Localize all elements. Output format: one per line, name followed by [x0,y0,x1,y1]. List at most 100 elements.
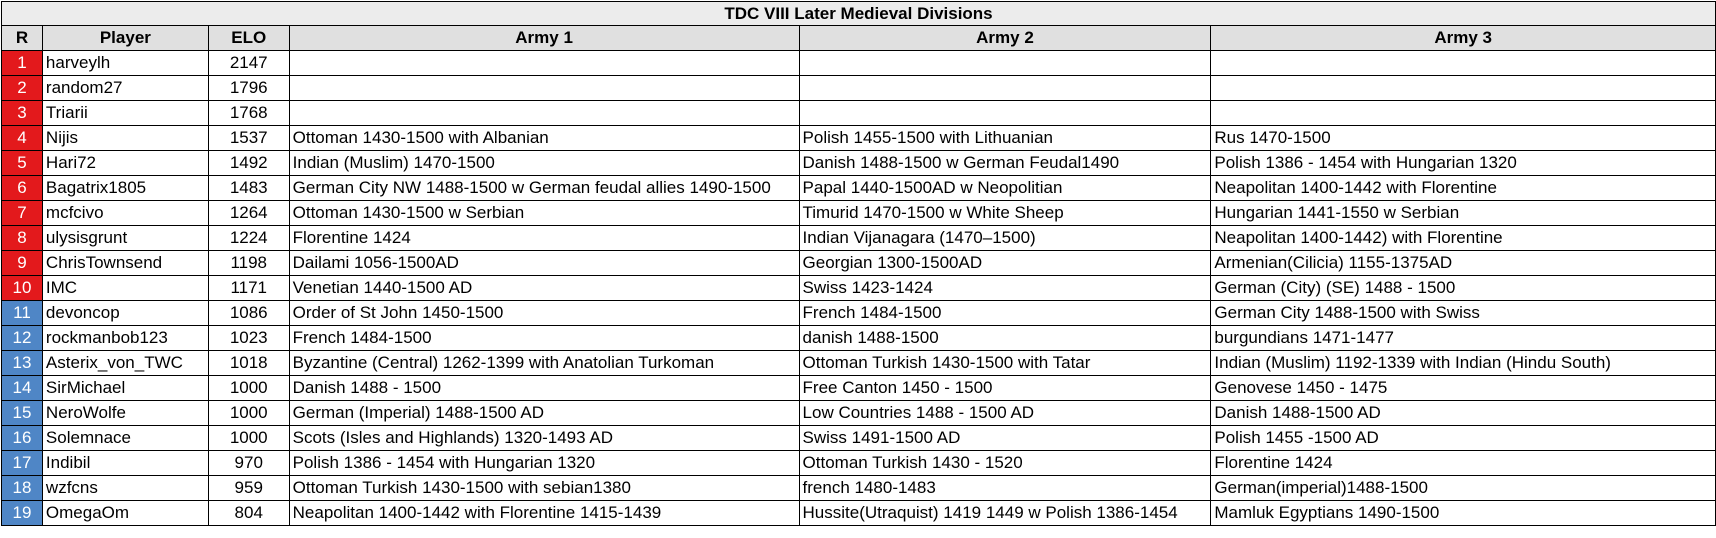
player-cell: ulysisgrunt [41,225,209,251]
army-3-cell: Danish 1488-1500 AD [1210,400,1716,426]
table-row: 11 devoncop 1086 Order of St John 1450-1500… [1,300,1716,326]
table-body: 1 harveylh 2147 2 random27 1796 3 Triarii 1768 4 N… [1,50,1716,526]
army-2-cell: Polish 1455-1500 with Lithuanian [798,125,1212,151]
table-row: 17 Indibil 970 Polish 1386 - 1454 with Hung… [1,450,1716,476]
army-3-cell [1210,50,1716,76]
army-2-cell: Free Canton 1450 - 1500 [798,375,1212,401]
army-1-cell: Neapolitan 1400-1442 with Florentine 141… [288,500,800,526]
army-1-cell: Polish 1386 - 1454 with Hungarian 1320 [288,450,800,476]
army-3-cell: Mamluk Egyptians 1490-1500 [1210,500,1716,526]
rank-cell: 15 [1,400,43,426]
header-army-2: Army 2 [798,25,1212,51]
title-row: TDC VIII Later Medieval Divisions [1,1,1716,26]
army-3-cell: German (City) (SE) 1488 - 1500 [1210,275,1716,301]
table-row: 3 Triarii 1768 [1,100,1716,126]
elo-cell: 1000 [207,400,290,426]
table-row: 8 ulysisgrunt 1224 Florentine 1424 Indian Vi… [1,225,1716,251]
army-3-cell [1210,100,1716,126]
army-3-cell: Polish 1455 -1500 AD [1210,425,1716,451]
rank-cell: 12 [1,325,43,351]
army-3-cell: Neapolitan 1400-1442 with Florentine [1210,175,1716,201]
elo-cell: 1224 [207,225,290,251]
rank-cell: 2 [1,75,43,101]
elo-cell: 2147 [207,50,290,76]
elo-cell: 1492 [207,150,290,176]
rank-cell: 9 [1,250,43,276]
header-army-3: Army 3 [1210,25,1716,51]
army-1-cell: Scots (Isles and Highlands) 1320-1493 AD [288,425,800,451]
header-rank: R [1,25,43,51]
table-row: 10 IMC 1171 Venetian 1440-1500 AD Swiss 1423… [1,275,1716,301]
player-cell: Indibil [41,450,209,476]
player-cell: Asterix_von_TWC [41,350,209,376]
elo-cell: 1023 [207,325,290,351]
rank-cell: 10 [1,275,43,301]
army-1-cell [288,100,800,126]
army-1-cell: German (Imperial) 1488-1500 AD [288,400,800,426]
elo-cell: 1000 [207,425,290,451]
rank-cell: 6 [1,175,43,201]
elo-cell: 1483 [207,175,290,201]
army-1-cell: Ottoman 1430-1500 with Albanian [288,125,800,151]
player-cell: wzfcns [41,475,209,501]
elo-cell: 1018 [207,350,290,376]
army-1-cell: Ottoman 1430-1500 w Serbian [288,200,800,226]
table-row: 9 ChrisTownsend 1198 Dailami 1056-1500AD Geo… [1,250,1716,276]
player-cell: Hari72 [41,150,209,176]
header-army-1: Army 1 [288,25,800,51]
army-2-cell: Low Countries 1488 - 1500 AD [798,400,1212,426]
army-3-cell: Neapolitan 1400-1442) with Florentine [1210,225,1716,251]
army-2-cell [798,100,1212,126]
elo-cell: 1171 [207,275,290,301]
rank-cell: 7 [1,200,43,226]
player-cell: Solemnace [41,425,209,451]
rank-cell: 13 [1,350,43,376]
table-row: 2 random27 1796 [1,75,1716,101]
table-row: 13 Asterix_von_TWC 1018 Byzantine (Central)… [1,350,1716,376]
army-2-cell: french 1480-1483 [798,475,1212,501]
rank-cell: 19 [1,500,43,526]
army-3-cell: Genovese 1450 - 1475 [1210,375,1716,401]
header-player: Player [41,25,209,51]
army-1-cell: French 1484-1500 [288,325,800,351]
elo-cell: 1537 [207,125,290,151]
army-2-cell: Papal 1440-1500AD w Neopolitian [798,175,1212,201]
army-3-cell: burgundians 1471-1477 [1210,325,1716,351]
elo-cell: 804 [207,500,290,526]
table-row: 5 Hari72 1492 Indian (Muslim) 1470-1500 Dani… [1,150,1716,176]
army-1-cell: Byzantine (Central) 1262-1399 with Anato… [288,350,800,376]
table-row: 12 rockmanbob123 1023 French 1484-1500 danis… [1,325,1716,351]
army-3-cell [1210,75,1716,101]
army-2-cell [798,75,1212,101]
elo-cell: 1768 [207,100,290,126]
army-3-cell: Hungarian 1441-1550 w Serbian [1210,200,1716,226]
player-cell: SirMichael [41,375,209,401]
player-cell: OmegaOm [41,500,209,526]
table-row: 16 Solemnace 1000 Scots (Isles and Highland… [1,425,1716,451]
army-2-cell: Timurid 1470-1500 w White Sheep [798,200,1212,226]
army-2-cell: danish 1488-1500 [798,325,1212,351]
army-1-cell: Dailami 1056-1500AD [288,250,800,276]
player-cell: random27 [41,75,209,101]
army-3-cell: Armenian(Cilicia) 1155-1375AD [1210,250,1716,276]
rank-cell: 5 [1,150,43,176]
rank-cell: 16 [1,425,43,451]
army-1-cell: Order of St John 1450-1500 [288,300,800,326]
table-title: TDC VIII Later Medieval Divisions [1,1,1716,26]
elo-cell: 1264 [207,200,290,226]
player-cell: Triarii [41,100,209,126]
elo-cell: 970 [207,450,290,476]
player-cell: devoncop [41,300,209,326]
army-2-cell: French 1484-1500 [798,300,1212,326]
player-cell: rockmanbob123 [41,325,209,351]
table-row: 7 mcfcivo 1264 Ottoman 1430-1500 w Serbian T… [1,200,1716,226]
army-1-cell: Danish 1488 - 1500 [288,375,800,401]
army-1-cell [288,75,800,101]
army-2-cell: Hussite(Utraquist) 1419 1449 w Polish 13… [798,500,1212,526]
army-3-cell: Polish 1386 - 1454 with Hungarian 1320 [1210,150,1716,176]
rank-cell: 8 [1,225,43,251]
army-2-cell: Indian Vijanagara (1470–1500) [798,225,1212,251]
army-1-cell: Venetian 1440-1500 AD [288,275,800,301]
elo-cell: 1000 [207,375,290,401]
rank-cell: 1 [1,50,43,76]
